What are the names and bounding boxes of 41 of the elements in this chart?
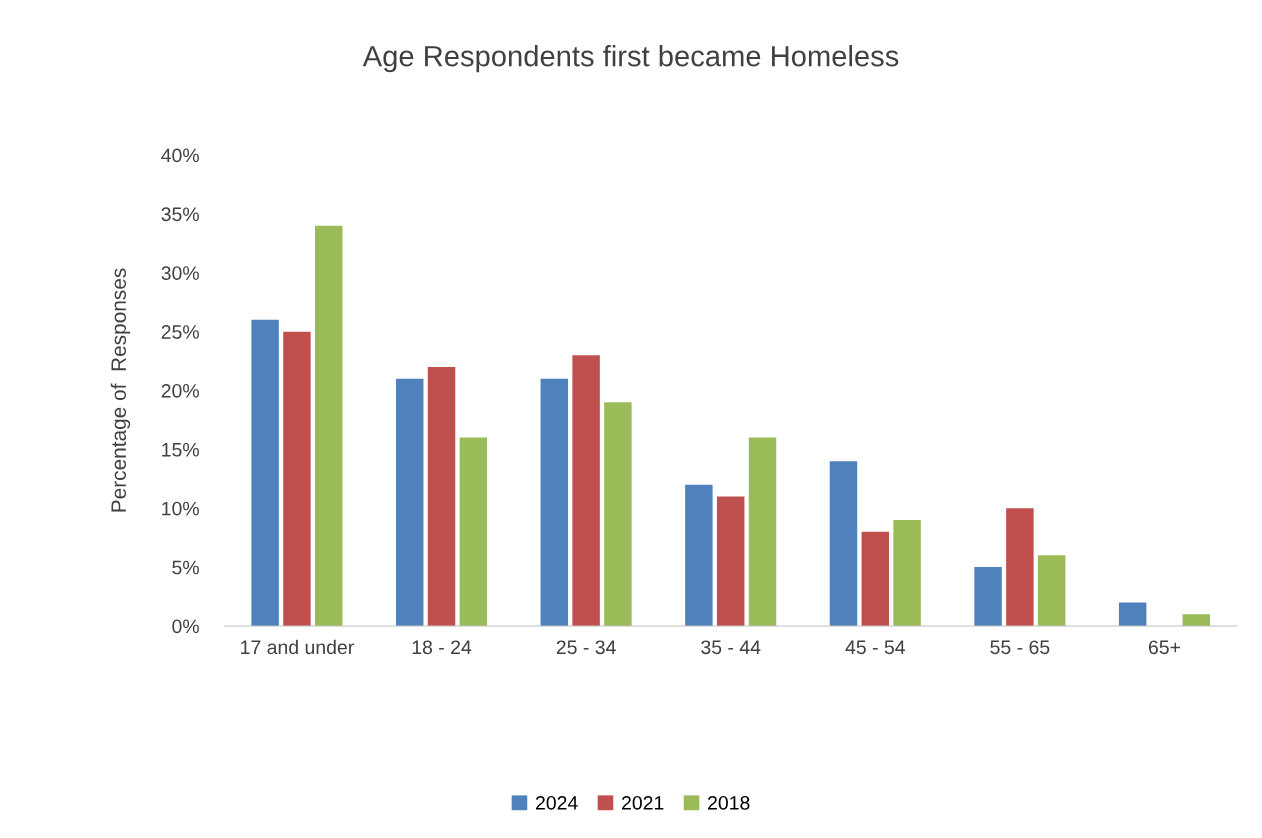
bar — [893, 520, 921, 626]
x-tick-label: 65+ — [1148, 640, 1180, 655]
x-tick-label: 25 - 34 — [556, 640, 616, 655]
y-tick-label: 40% — [161, 148, 199, 163]
y-tick-label: 15% — [162, 442, 199, 457]
bar — [1037, 555, 1066, 626]
y-tick-label: 5% — [172, 560, 199, 575]
bar — [540, 378, 569, 626]
chart-title: Age Respondents first became Homeless — [362, 45, 899, 73]
x-tick-label: 17 and under — [241, 639, 354, 655]
bar — [974, 567, 1002, 626]
y-axis-title: Percentage of Responses — [110, 268, 131, 512]
y-tick-label: 20% — [161, 383, 199, 398]
bar — [427, 366, 456, 626]
legend-label: 2024 — [535, 795, 578, 810]
y-tick-label: 25% — [161, 325, 199, 339]
x-tick-label: 18 - 24 — [412, 640, 472, 655]
y-tick-label: 30% — [161, 266, 199, 281]
bar — [315, 225, 343, 626]
bar — [459, 437, 488, 626]
x-tick-label: 45 - 54 — [845, 640, 905, 655]
x-tick-label: 35 - 44 — [701, 640, 761, 655]
bar — [1006, 508, 1034, 626]
y-tick-label: 10% — [162, 501, 199, 516]
bar — [685, 484, 713, 626]
legend-label: 2018 — [708, 795, 750, 810]
y-tick-label: 0% — [172, 619, 199, 634]
bar — [716, 496, 745, 626]
bar — [1182, 614, 1211, 626]
bar — [748, 437, 777, 626]
bar — [395, 378, 424, 626]
y-tick-label: 35% — [161, 207, 199, 222]
x-tick-label: 55 - 65 — [990, 640, 1050, 655]
bar — [572, 355, 600, 626]
bar — [1118, 602, 1147, 626]
bar — [829, 461, 858, 626]
bar — [861, 531, 890, 626]
bar — [251, 319, 279, 626]
bar — [283, 331, 311, 626]
legend-label: 2021 — [622, 795, 664, 810]
bar — [604, 402, 632, 626]
